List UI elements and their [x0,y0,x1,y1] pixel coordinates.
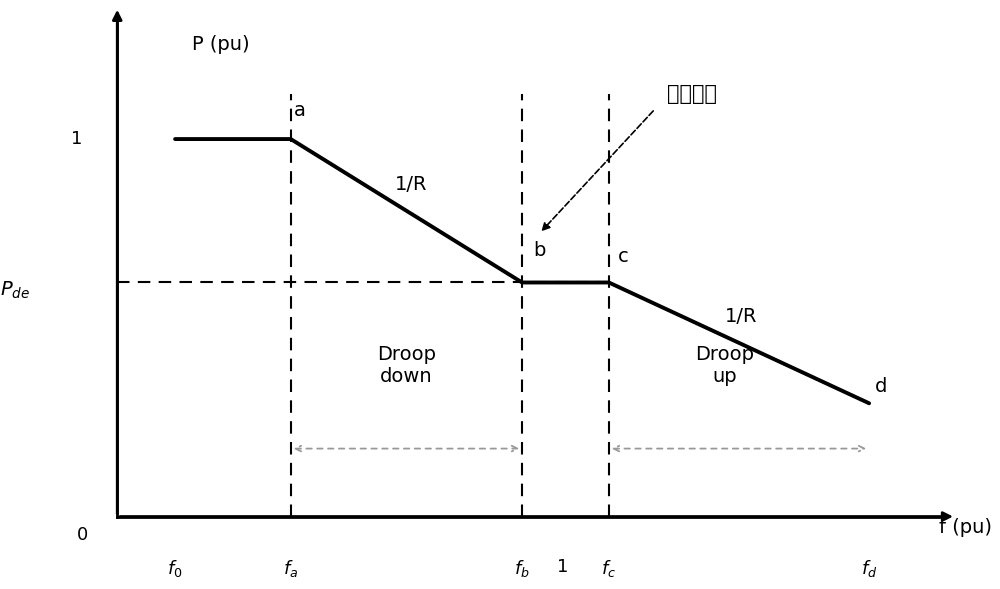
Text: 1/R: 1/R [725,307,757,326]
Text: $f_0$: $f_0$ [167,558,183,579]
Text: $P_{de}$: $P_{de}$ [0,279,31,301]
Text: f (pu): f (pu) [939,518,992,537]
Text: Droop
down: Droop down [377,345,436,386]
Text: b: b [534,241,546,260]
Text: $f_b$: $f_b$ [514,558,530,579]
Text: c: c [618,247,628,266]
Text: $f_a$: $f_a$ [283,558,298,579]
Text: 0: 0 [77,527,88,544]
Text: 1/R: 1/R [395,175,427,194]
Text: 1: 1 [71,130,83,148]
Text: P (pu): P (pu) [192,35,250,54]
Text: $f_d$: $f_d$ [861,558,877,579]
Text: d: d [875,377,887,396]
Text: 1: 1 [557,558,568,576]
Text: Droop
up: Droop up [695,345,754,386]
Text: 调节死区: 调节死区 [667,84,717,104]
Text: a: a [294,101,306,120]
Text: $f_c$: $f_c$ [601,558,616,579]
